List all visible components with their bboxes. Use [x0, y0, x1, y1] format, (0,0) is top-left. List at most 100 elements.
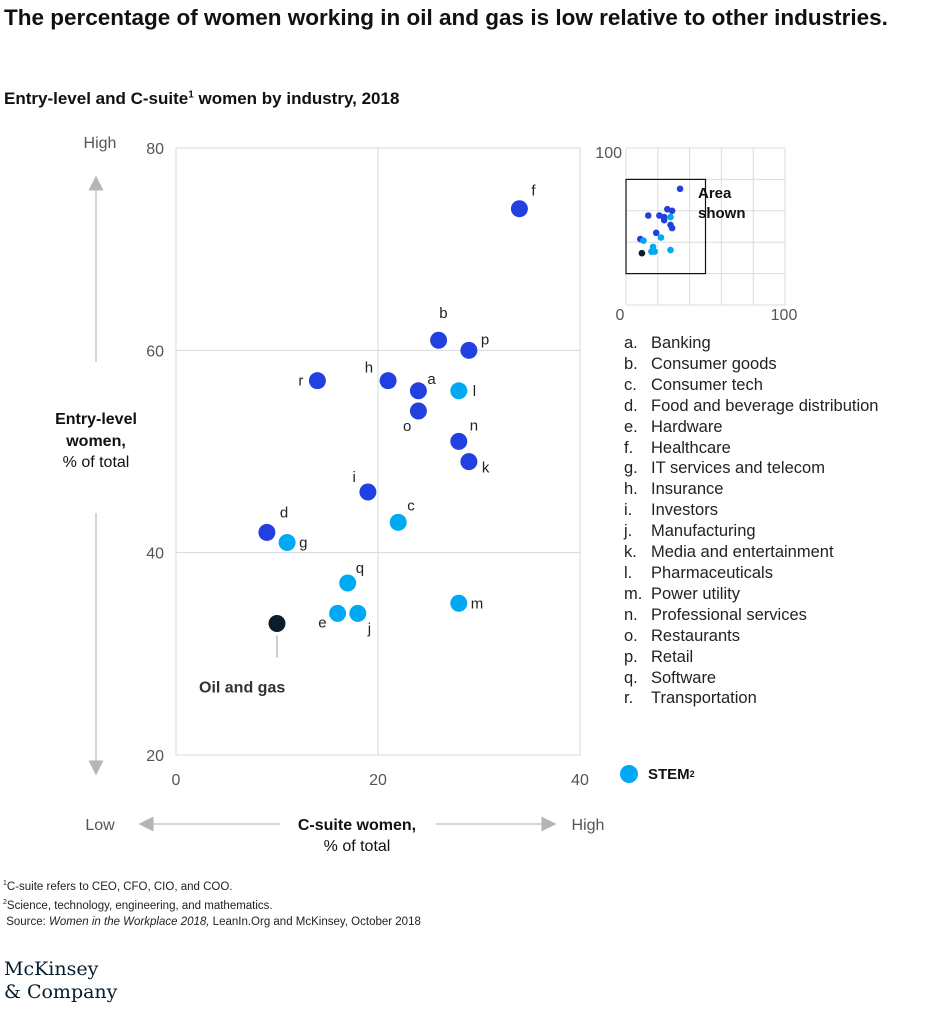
legend-industry-name: Software	[651, 668, 717, 687]
y-axis-label-line-1: Entry-level	[55, 411, 137, 428]
data-point	[450, 594, 468, 612]
logo-line-2: & Company	[4, 981, 118, 1003]
legend-item: i. Investors	[624, 500, 879, 521]
stem-legend-marker	[620, 765, 638, 783]
legend-letter: a.	[624, 334, 638, 352]
inset-data-point	[649, 243, 657, 251]
data-point-label: j	[367, 620, 371, 637]
legend-industry-name: Pharmaceuticals	[651, 563, 773, 582]
legend-item: g. IT services and telecom	[624, 458, 879, 479]
subtitle-main: Entry-level and C-suite	[4, 89, 189, 108]
inset-data-point	[668, 207, 676, 215]
legend-item: m. Power utility	[624, 584, 879, 605]
legend-letter: e.	[624, 417, 638, 436]
data-point-label: i	[353, 469, 356, 486]
data-point	[430, 331, 448, 349]
data-point	[258, 523, 276, 541]
data-point-label: f	[531, 183, 536, 200]
legend-letter: j.	[624, 522, 633, 541]
data-point	[329, 604, 347, 622]
x-axis-low-label: Low	[85, 817, 115, 834]
inset-data-point	[667, 221, 674, 229]
legend-item: l. Pharmaceuticals	[624, 563, 879, 584]
legend-industry-name: Insurance	[651, 480, 724, 499]
data-point	[409, 402, 427, 420]
data-point-label: k	[482, 460, 490, 477]
data-point	[460, 453, 478, 471]
data-point-label: n	[470, 417, 478, 434]
legend-letter: d.	[624, 396, 638, 415]
data-point-label: o	[403, 418, 411, 435]
y-axis-high-label: High	[84, 135, 117, 152]
source-title: Women in the Workplace 2018,	[49, 915, 210, 928]
source-prefix: Source:	[6, 915, 50, 928]
inset-y-tick-label: 100	[595, 145, 622, 162]
oil-and-gas-annotation: Oil and gas	[199, 679, 285, 696]
x-axis-high-label: High	[572, 817, 605, 834]
inset-data-point	[676, 185, 684, 193]
x-tick-label: 0	[172, 772, 181, 789]
data-point	[460, 341, 478, 359]
inset-area-label-line-2: shown	[698, 205, 746, 222]
legend-industry-name: Consumer goods	[651, 354, 777, 373]
footnote-1-marker: 1	[3, 880, 7, 887]
x-axis-label-line-2: % of total	[324, 838, 391, 855]
legend-letter: q.	[624, 668, 638, 687]
y-tick-label: 40	[146, 546, 164, 563]
inset-area-shown-box	[625, 178, 707, 275]
x-axis-label-line-1: C-suite women,	[298, 817, 416, 834]
legend-letter: l.	[624, 563, 633, 582]
legend-item: o. Restaurants	[624, 626, 879, 647]
legend-letter: n.	[624, 605, 638, 624]
legend-letter: g.	[624, 459, 638, 478]
data-point-label: p	[481, 331, 489, 348]
legend-item: b. Consumer goods	[624, 354, 879, 375]
legend-letter: r.	[624, 689, 634, 708]
data-point	[510, 200, 528, 218]
inset-area-label-line-1: Area	[698, 185, 732, 202]
legend-industry-name: Food and beverage distribution	[651, 396, 879, 415]
footnote-2-text: Science, technology, engineering, and ma…	[6, 900, 273, 913]
legend-letter: b.	[624, 354, 638, 373]
source-note: Source: Women in the Workplace 2018, Lea…	[3, 915, 421, 931]
legend-item: q. Software	[624, 668, 879, 689]
data-point	[359, 483, 377, 501]
footnote-1-text: C-suite refers to CEO, CFO, CIO, and COO…	[6, 880, 233, 893]
logo-line-1: McKinsey	[4, 958, 99, 980]
legend-letter: f.	[624, 438, 634, 457]
inset-data-point	[660, 216, 668, 224]
data-point	[308, 372, 326, 390]
stem-legend: STEM 2	[620, 765, 695, 783]
source-rest: LeanIn.Org and McKinsey, October 2018	[209, 915, 421, 928]
legend-item: h. Insurance	[624, 479, 879, 500]
data-point	[278, 534, 296, 552]
legend-letter: o.	[624, 626, 638, 645]
legend-letter: p.	[624, 647, 638, 666]
inset-data-point	[638, 249, 646, 257]
legend-item: e. Hardware	[624, 417, 879, 438]
legend-industry-name: Power utility	[651, 584, 740, 603]
legend-industry-name: Investors	[651, 501, 718, 520]
legend-item: p. Retail	[624, 647, 879, 668]
legend-industry-name: Retail	[651, 647, 694, 666]
industry-legend: a. Banking b. Consumer goods c. Consumer tech…	[624, 333, 879, 709]
inset-data-point	[640, 237, 647, 244]
inset-data-point	[657, 234, 665, 241]
data-point-label: b	[439, 305, 447, 322]
data-point-label: e	[318, 614, 326, 631]
legend-item: n. Professional services	[624, 605, 879, 626]
y-axis-label-line-2: women,	[65, 433, 126, 450]
legend-item: k. Media and entertainment	[624, 542, 879, 563]
data-point-label: h	[365, 360, 373, 377]
data-point-label: r	[298, 373, 303, 390]
y-tick-label: 20	[146, 748, 164, 765]
inset-data-point	[656, 212, 663, 219]
legend-industry-name: Transportation	[651, 689, 757, 708]
data-point	[450, 382, 468, 400]
data-point-label: d	[280, 504, 288, 521]
legend-industry-name: IT services and telecom	[651, 459, 825, 478]
data-point	[450, 432, 468, 450]
legend-letter: k.	[624, 543, 637, 562]
x-tick-label: 40	[571, 772, 589, 789]
